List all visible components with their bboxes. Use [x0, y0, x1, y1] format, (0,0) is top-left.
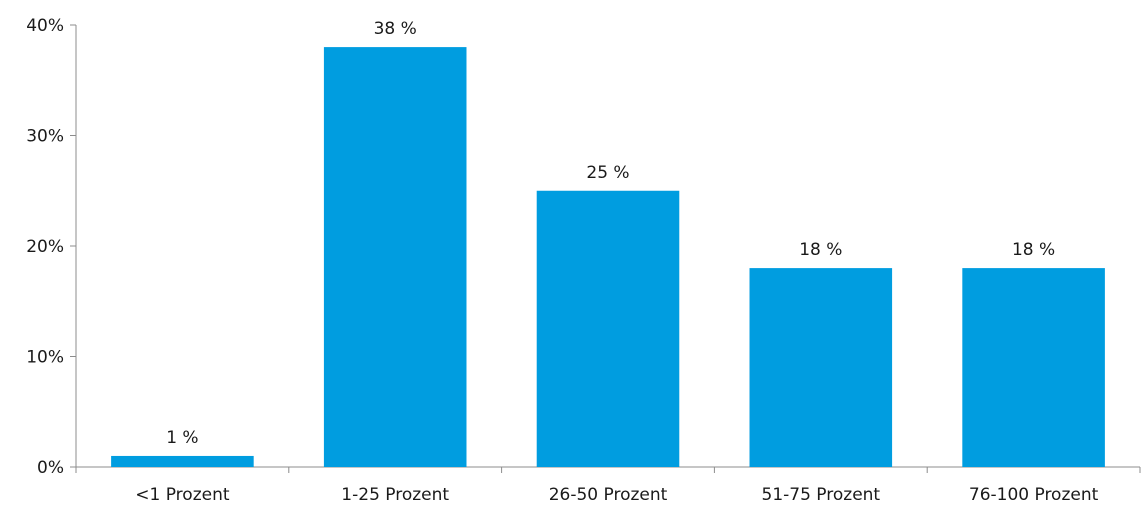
y-tick-label: 10%: [26, 348, 64, 368]
y-tick-label: 30%: [26, 127, 64, 147]
x-category-label: 26-50 Prozent: [549, 485, 668, 505]
bar: [749, 268, 893, 467]
data-label: 18 %: [799, 240, 842, 260]
x-category-label: 51-75 Prozent: [762, 485, 881, 505]
bar: [536, 190, 680, 467]
x-category-label: 76-100 Prozent: [969, 485, 1099, 505]
y-tick-label: 20%: [26, 237, 64, 257]
bar: [323, 47, 467, 467]
y-tick-label: 0%: [37, 458, 64, 478]
bar: [111, 455, 254, 467]
y-tick-label: 40%: [26, 16, 64, 36]
data-label: 25 %: [586, 163, 629, 183]
data-label: 38 %: [374, 19, 417, 39]
x-category-label: 1-25 Prozent: [341, 485, 449, 505]
data-label: 1 %: [166, 428, 198, 448]
bar: [962, 268, 1105, 467]
data-label: 18 %: [1012, 240, 1055, 260]
x-category-label: <1 Prozent: [135, 485, 230, 505]
